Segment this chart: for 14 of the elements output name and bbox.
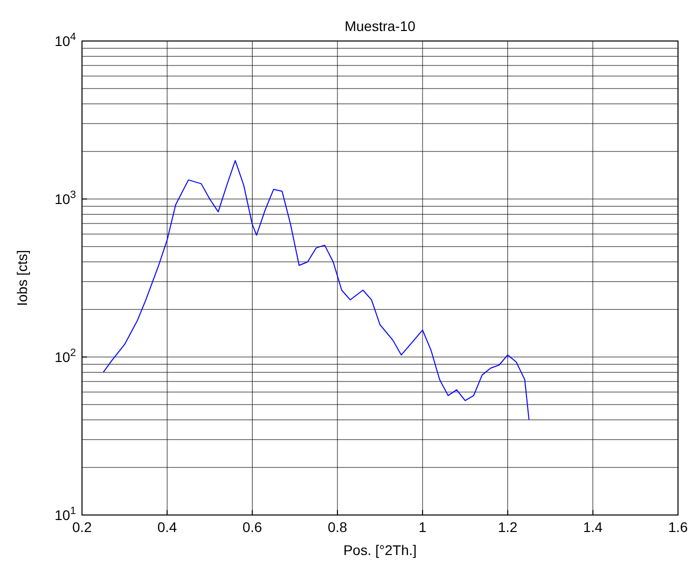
chart-title: Muestra-10 bbox=[344, 18, 416, 34]
x-tick-label: 0.6 bbox=[242, 519, 262, 535]
x-tick-label: 1.6 bbox=[668, 519, 688, 535]
line-series bbox=[102, 160, 530, 420]
y-tick-label: 10$^{3}$ bbox=[54, 189, 76, 207]
x-tick-label: 0.8 bbox=[328, 519, 348, 535]
y-tick-label: 10$^{4}$ bbox=[54, 31, 76, 49]
x-tick-label: 1.2 bbox=[498, 519, 518, 535]
y-axis-title: Iobs [cts] bbox=[14, 250, 30, 306]
x-tick-label: 1 bbox=[418, 519, 427, 535]
x-tick-label: 1.4 bbox=[583, 519, 603, 535]
x-tick-label: 0.4 bbox=[157, 519, 178, 535]
x-axis-title: Pos. [°2Th.] bbox=[343, 542, 417, 558]
y-tick-label: 10$^{2}$ bbox=[54, 347, 76, 365]
